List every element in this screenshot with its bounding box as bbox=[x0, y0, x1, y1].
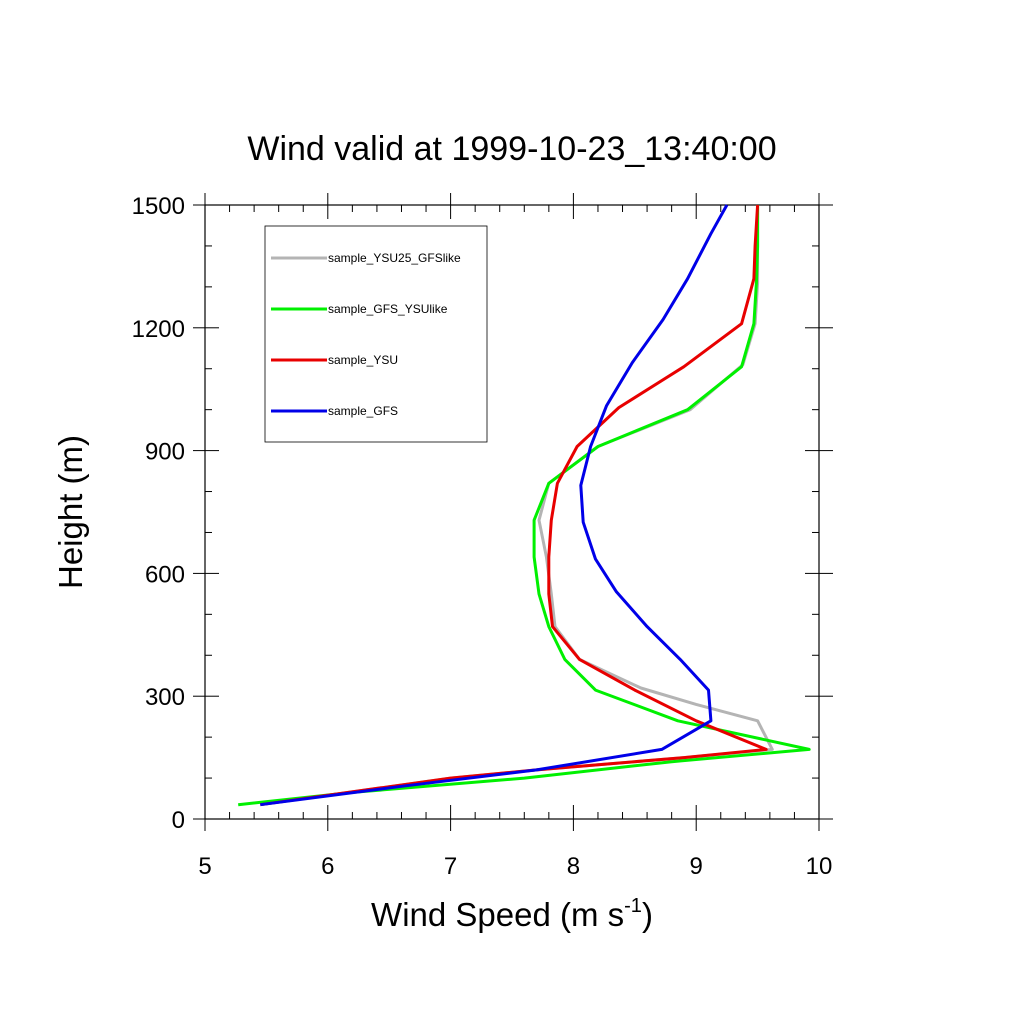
y-axis-label: Height (m) bbox=[52, 435, 89, 589]
chart-title: Wind valid at 1999-10-23_13:40:00 bbox=[247, 130, 776, 168]
axis-tick-labels: 5 6 7 8 9 10 0 300 600 900 1200 1500 bbox=[132, 193, 833, 880]
x-tick-label: 8 bbox=[567, 853, 580, 880]
x-axis-label-superscript: -1 bbox=[624, 895, 642, 917]
legend-label: sample_YSU bbox=[328, 353, 398, 367]
x-tick-label: 10 bbox=[806, 853, 833, 880]
y-tick-label: 1200 bbox=[132, 316, 185, 343]
plot-frame bbox=[204, 204, 820, 820]
x-axis-label-suffix: ) bbox=[642, 896, 653, 933]
series-line-sample_GFS bbox=[260, 204, 729, 807]
x-tick-label: 7 bbox=[444, 853, 457, 880]
x-tick-label: 5 bbox=[198, 853, 211, 880]
axis-ticks bbox=[193, 193, 833, 831]
legend-label: sample_GFS bbox=[328, 404, 398, 418]
legend-items: sample_YSU25_GFSlike sample_GFS_YSUlikesa… bbox=[271, 251, 461, 418]
series-line-sample_GFS_YSUlike bbox=[238, 205, 811, 807]
x-tick-label: 6 bbox=[321, 853, 334, 880]
series-line-sample_YSU bbox=[260, 204, 768, 807]
plot-area: 5 6 7 8 9 10 0 300 600 900 1200 1500 bbox=[132, 193, 833, 880]
legend-label: sample_YSU25_GFSlike bbox=[328, 251, 461, 265]
x-axis-label-main: Wind Speed (m s bbox=[371, 896, 624, 933]
legend-box bbox=[264, 225, 488, 443]
series-lines bbox=[238, 204, 811, 807]
x-tick-label: 9 bbox=[690, 853, 703, 880]
legend-label: sample_GFS_YSUlike bbox=[328, 302, 448, 316]
y-tick-label: 0 bbox=[172, 807, 185, 834]
y-tick-label: 900 bbox=[145, 439, 185, 466]
y-tick-label: 1500 bbox=[132, 193, 185, 220]
x-axis-label: Wind Speed (m s-1) bbox=[371, 895, 653, 933]
y-tick-label: 300 bbox=[145, 684, 185, 711]
y-tick-label: 600 bbox=[145, 561, 185, 588]
legend: sample_YSU25_GFSlike sample_GFS_YSUlikesa… bbox=[264, 225, 488, 443]
